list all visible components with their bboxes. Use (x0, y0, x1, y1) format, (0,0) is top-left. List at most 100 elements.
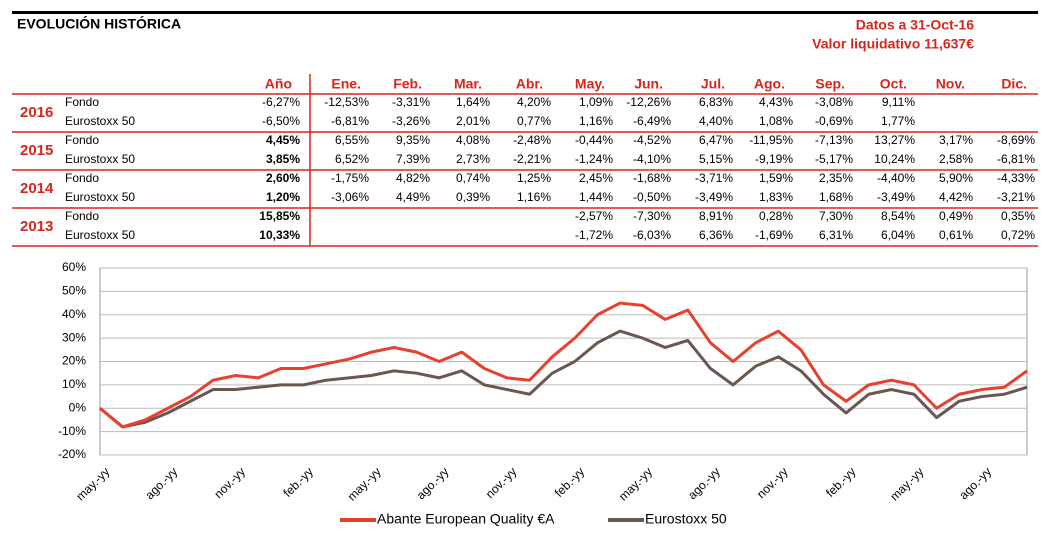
y-tick-label: 50% (62, 284, 86, 298)
column-header: Sep. (815, 76, 845, 92)
title: EVOLUCIÓN HISTÓRICA (17, 15, 181, 32)
date: Datos a 31-Oct-16 (856, 17, 974, 33)
cell: 15,85% (259, 209, 300, 223)
cell: -3,21% (997, 190, 1035, 204)
cell: -2,57% (575, 209, 613, 223)
cell: -6,81% (997, 152, 1035, 166)
cell: -1,72% (575, 228, 613, 242)
y-tick-label: -20% (58, 447, 86, 461)
y-tick-label: -10% (58, 424, 86, 438)
cell: -8,69% (997, 133, 1035, 147)
cell: -12,26% (626, 95, 671, 109)
cell: -4,33% (997, 171, 1035, 185)
column-header: Jul. (701, 76, 725, 92)
cell: -3,31% (392, 95, 430, 109)
x-tick-label: feb.-yy (280, 464, 315, 499)
x-tick-label: feb.-yy (552, 464, 587, 499)
cell: -6,03% (633, 228, 671, 242)
cell: 4,20% (517, 95, 551, 109)
cell: -1,24% (575, 152, 613, 166)
cell: 5,90% (939, 171, 973, 185)
cell: -0,44% (575, 133, 613, 147)
top-rule (12, 11, 1038, 14)
x-tick-label: ago.-yy (956, 464, 994, 502)
cell: -7,13% (815, 133, 853, 147)
cell: -3,08% (815, 95, 853, 109)
cell: 3,85% (266, 152, 300, 166)
x-tick-label: may.-yy (887, 464, 926, 503)
row-label: Eurostoxx 50 (65, 114, 135, 128)
cell: -6,49% (633, 114, 671, 128)
row-label: Eurostoxx 50 (65, 190, 135, 204)
cell: 1,09% (579, 95, 613, 109)
y-tick-label: 60% (62, 260, 86, 274)
cell: 2,01% (456, 114, 490, 128)
cell: 1,16% (517, 190, 551, 204)
cell: 1,44% (579, 190, 613, 204)
cell: 1,25% (517, 171, 551, 185)
x-tick-label: nov.-yy (483, 464, 520, 501)
cell: 1,08% (759, 114, 793, 128)
cell: 0,61% (939, 228, 973, 242)
cell: 2,58% (939, 152, 973, 166)
y-tick-label: 30% (62, 330, 86, 344)
x-tick-label: nov.-yy (211, 464, 248, 501)
cell: -4,52% (633, 133, 671, 147)
series-line (99, 329, 1028, 429)
cell: -1,75% (331, 171, 369, 185)
cell: -3,49% (877, 190, 915, 204)
cell: 0,35% (1001, 209, 1035, 223)
cell: -1,69% (755, 228, 793, 242)
cell: 6,52% (335, 152, 369, 166)
cell: 8,54% (881, 209, 915, 223)
column-header: Dic. (1001, 76, 1027, 92)
cell: 4,42% (939, 190, 973, 204)
cell: -3,06% (331, 190, 369, 204)
row-label: Eurostoxx 50 (65, 152, 135, 166)
cell: 3,17% (939, 133, 973, 147)
cell: 4,49% (396, 190, 430, 204)
cell: 0,77% (517, 114, 551, 128)
row-label: Fondo (65, 133, 99, 147)
row-label: Fondo (65, 95, 99, 109)
cell: 7,30% (819, 209, 853, 223)
cell: -3,49% (695, 190, 733, 204)
row-label: Fondo (65, 209, 99, 223)
nav: Valor liquidativo 11,637€ (812, 36, 974, 52)
x-tick-label: may.-yy (345, 464, 384, 503)
cell: 9,35% (396, 133, 430, 147)
y-tick-label: 0% (69, 400, 87, 414)
cell: 8,91% (699, 209, 733, 223)
x-tick-label: nov.-yy (754, 464, 791, 501)
column-header: Mar. (454, 76, 482, 92)
y-tick-label: 40% (62, 307, 86, 321)
column-header: Ago. (754, 76, 785, 92)
cell: 0,72% (1001, 228, 1035, 242)
x-tick-label: may.-yy (616, 464, 655, 503)
cell: 0,49% (939, 209, 973, 223)
cell: 7,39% (396, 152, 430, 166)
column-header: Jun. (634, 76, 663, 92)
x-tick-label: ago.-yy (685, 464, 723, 502)
cell: -1,68% (633, 171, 671, 185)
legend-label: Abante European Quality €A (377, 511, 555, 527)
cell: 10,33% (259, 228, 300, 242)
column-header: May. (575, 76, 605, 92)
x-tick-label: ago.-yy (142, 464, 180, 502)
cell: -4,10% (633, 152, 671, 166)
column-header: Nov. (936, 76, 965, 92)
cell: -12,53% (324, 95, 369, 109)
cell: -7,30% (633, 209, 671, 223)
cell: 6,31% (819, 228, 853, 242)
row-label: Fondo (65, 171, 99, 185)
x-tick-label: may.-yy (73, 464, 112, 503)
column-header: Feb. (393, 76, 422, 92)
cell: 10,24% (874, 152, 915, 166)
column-header: Año (265, 76, 292, 92)
y-tick-label: 20% (62, 354, 86, 368)
row-label: Eurostoxx 50 (65, 228, 135, 242)
cell: -11,95% (749, 133, 793, 147)
cell: 1,83% (759, 190, 793, 204)
cell: -6,27% (262, 95, 300, 109)
cell: 2,35% (819, 171, 853, 185)
